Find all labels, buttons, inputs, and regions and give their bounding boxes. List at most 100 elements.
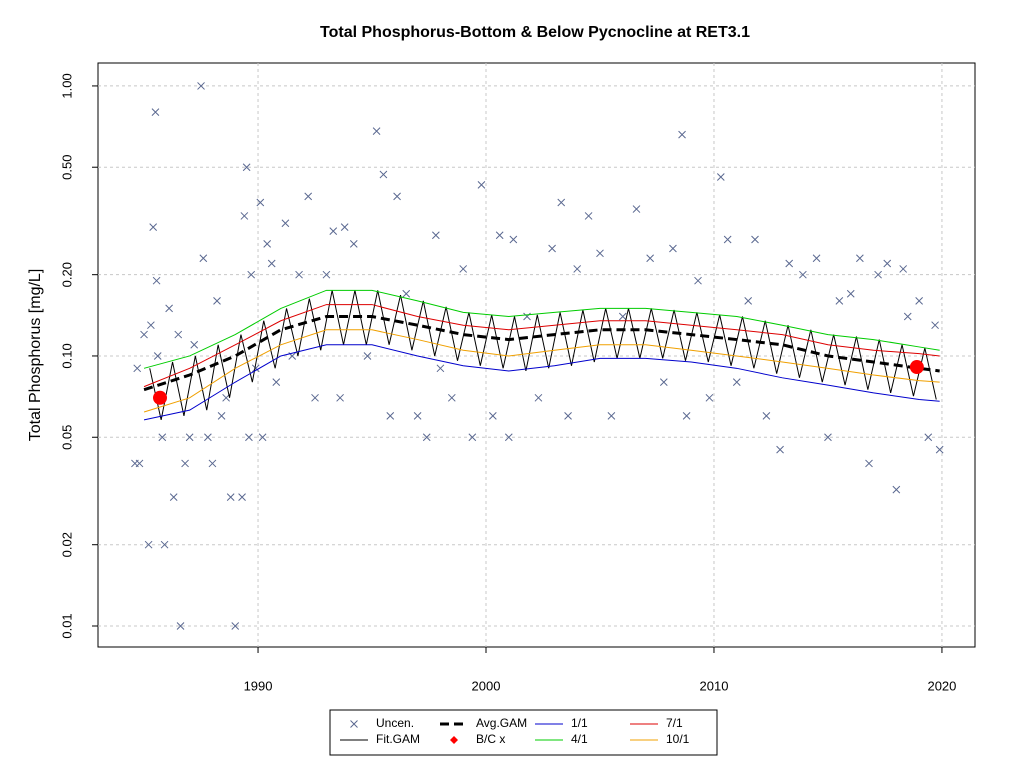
data-point	[349, 240, 358, 248]
data-point	[935, 445, 944, 454]
data-point	[204, 433, 212, 442]
series-line	[143, 304, 940, 388]
data-point	[322, 270, 331, 279]
data-point	[716, 173, 725, 181]
data-point	[363, 352, 372, 360]
legend-label: B/C x	[476, 732, 505, 746]
data-point	[251, 364, 260, 373]
data-point	[174, 330, 183, 339]
data-point	[762, 412, 771, 420]
series-line	[149, 290, 937, 420]
data-point	[140, 330, 148, 339]
data-point	[267, 259, 276, 268]
data-point	[222, 393, 230, 402]
y-axis-label: Total Phosphorus [mg/L]	[27, 269, 44, 442]
data-point	[477, 181, 486, 189]
legend-symbol	[350, 720, 358, 728]
data-point	[723, 235, 732, 244]
data-point	[422, 433, 431, 442]
series-line	[143, 289, 940, 369]
data-point	[534, 393, 543, 402]
data-point	[468, 433, 477, 442]
legend-label: 1/1	[571, 716, 588, 730]
data-point	[856, 254, 864, 263]
data-point	[149, 223, 158, 231]
data-point	[646, 254, 654, 263]
y-tick-label: 0.01	[59, 613, 74, 638]
data-point	[336, 393, 344, 402]
data-point	[865, 459, 873, 468]
data-point	[705, 393, 714, 402]
data-point	[169, 493, 178, 502]
x-tick-label: 1990	[244, 678, 273, 693]
data-point	[785, 259, 794, 268]
data-point	[245, 433, 253, 442]
y-tick-label: 0.10	[59, 343, 74, 368]
data-point	[488, 412, 497, 420]
data-point	[238, 493, 246, 502]
data-point	[329, 227, 338, 235]
data-point	[272, 378, 281, 386]
legend-symbol	[450, 736, 458, 744]
legend-label: 10/1	[666, 732, 690, 746]
data-point	[776, 445, 784, 454]
data-point	[678, 130, 686, 139]
data-point	[931, 321, 939, 330]
data-point	[217, 412, 226, 420]
data-point	[812, 254, 821, 263]
legend-label: Avg.GAM	[476, 716, 527, 730]
legend-label: 7/1	[666, 716, 683, 730]
data-point	[158, 433, 167, 442]
data-point	[682, 412, 691, 420]
legend-label: Uncen.	[376, 716, 414, 730]
data-point	[311, 393, 319, 402]
data-point	[379, 170, 388, 179]
data-point	[176, 622, 185, 630]
data-point	[883, 259, 892, 268]
data-point	[181, 459, 189, 468]
data-point	[596, 249, 604, 258]
data-point	[509, 235, 518, 244]
data-point	[744, 296, 753, 305]
bc-point	[153, 390, 168, 405]
data-point	[659, 378, 668, 386]
data-point	[618, 312, 627, 321]
data-point	[386, 412, 395, 420]
data-point	[584, 212, 593, 220]
data-point	[632, 205, 641, 213]
bc-point	[909, 360, 924, 375]
data-point	[240, 212, 249, 220]
data-point	[564, 412, 572, 420]
data-point	[258, 433, 267, 442]
data-point	[459, 265, 468, 273]
data-point	[160, 540, 169, 549]
data-point	[151, 108, 160, 116]
y-tick-label: 0.02	[59, 532, 74, 557]
data-point	[281, 219, 290, 228]
data-point	[393, 192, 401, 201]
data-point	[447, 393, 456, 402]
data-point	[835, 296, 844, 305]
x-tick-label: 2020	[927, 678, 956, 693]
data-point	[548, 244, 556, 253]
data-point	[147, 321, 155, 330]
data-point	[208, 459, 217, 468]
data-point	[436, 364, 445, 373]
data-point	[924, 433, 933, 442]
data-point	[190, 340, 199, 349]
data-point	[915, 296, 924, 305]
data-point	[431, 231, 440, 240]
data-point	[557, 198, 566, 207]
data-point	[504, 433, 513, 442]
plot-frame	[97, 62, 976, 648]
data-point	[152, 276, 161, 285]
data-point	[573, 265, 582, 273]
y-tick-label: 0.05	[59, 425, 74, 450]
data-point	[694, 276, 702, 285]
data-point	[185, 433, 194, 442]
data-point	[135, 459, 144, 468]
data-point	[669, 244, 677, 253]
